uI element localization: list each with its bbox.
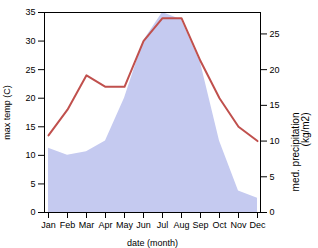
svg-text:20: 20 [270,65,280,75]
svg-text:Apr: Apr [98,220,112,230]
svg-text:Dec: Dec [249,220,266,230]
svg-text:Oct: Oct [212,220,227,230]
svg-text:Jun: Jun [136,220,151,230]
svg-text:max temp (C): max temp (C) [2,85,12,140]
svg-text:20: 20 [25,93,35,103]
svg-text:date (month): date (month) [127,238,178,248]
svg-text:Jul: Jul [157,220,169,230]
svg-text:15: 15 [270,100,280,110]
svg-text:med. precipitation(kg/m2): med. precipitation(kg/m2) [290,113,311,192]
svg-text:Mar: Mar [79,220,95,230]
svg-text:5: 5 [30,179,35,189]
svg-text:Aug: Aug [173,220,189,230]
svg-text:0: 0 [30,207,35,217]
svg-text:25: 25 [25,65,35,75]
svg-text:5: 5 [270,172,275,182]
svg-text:15: 15 [25,122,35,132]
svg-text:25: 25 [270,29,280,39]
svg-text:10: 10 [25,150,35,160]
svg-text:35: 35 [25,7,35,17]
svg-text:Sep: Sep [192,220,208,230]
svg-text:30: 30 [25,36,35,46]
svg-text:May: May [116,220,134,230]
svg-text:10: 10 [270,136,280,146]
svg-text:Feb: Feb [60,220,76,230]
svg-text:Nov: Nov [230,220,247,230]
svg-text:Jan: Jan [41,220,56,230]
svg-text:0: 0 [270,207,275,217]
